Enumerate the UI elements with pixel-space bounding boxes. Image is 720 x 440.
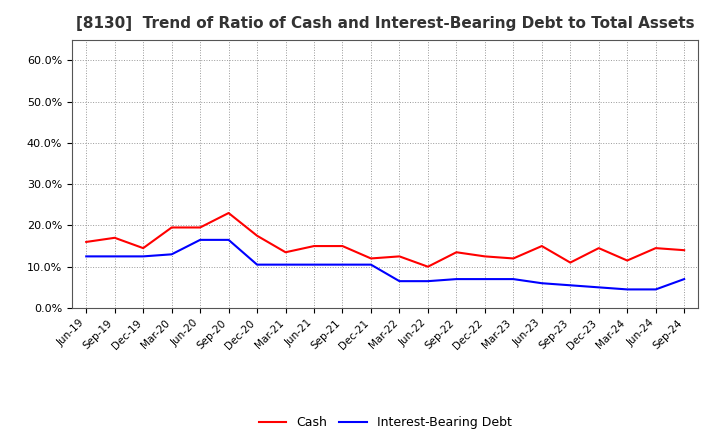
- Legend: Cash, Interest-Bearing Debt: Cash, Interest-Bearing Debt: [258, 416, 512, 429]
- Title: [8130]  Trend of Ratio of Cash and Interest-Bearing Debt to Total Assets: [8130] Trend of Ratio of Cash and Intere…: [76, 16, 695, 32]
- Cash: [82, 239, 91, 245]
- Cash: [566, 260, 575, 265]
- Line: Cash: Cash: [86, 213, 684, 267]
- Interest-Bearing Debt: [480, 276, 489, 282]
- Interest-Bearing Debt: [566, 282, 575, 288]
- Interest-Bearing Debt: [366, 262, 375, 267]
- Cash: [282, 249, 290, 255]
- Cash: [253, 233, 261, 238]
- Cash: [423, 264, 432, 269]
- Interest-Bearing Debt: [452, 276, 461, 282]
- Cash: [509, 256, 518, 261]
- Interest-Bearing Debt: [423, 279, 432, 284]
- Cash: [338, 243, 347, 249]
- Interest-Bearing Debt: [623, 287, 631, 292]
- Interest-Bearing Debt: [310, 262, 318, 267]
- Cash: [167, 225, 176, 230]
- Interest-Bearing Debt: [82, 254, 91, 259]
- Cash: [225, 210, 233, 216]
- Cash: [310, 243, 318, 249]
- Interest-Bearing Debt: [282, 262, 290, 267]
- Cash: [452, 249, 461, 255]
- Interest-Bearing Debt: [338, 262, 347, 267]
- Interest-Bearing Debt: [680, 276, 688, 282]
- Interest-Bearing Debt: [225, 237, 233, 242]
- Line: Interest-Bearing Debt: Interest-Bearing Debt: [86, 240, 684, 290]
- Interest-Bearing Debt: [595, 285, 603, 290]
- Cash: [652, 246, 660, 251]
- Interest-Bearing Debt: [509, 276, 518, 282]
- Cash: [196, 225, 204, 230]
- Interest-Bearing Debt: [253, 262, 261, 267]
- Interest-Bearing Debt: [110, 254, 119, 259]
- Interest-Bearing Debt: [196, 237, 204, 242]
- Cash: [366, 256, 375, 261]
- Cash: [680, 248, 688, 253]
- Interest-Bearing Debt: [652, 287, 660, 292]
- Cash: [537, 243, 546, 249]
- Cash: [395, 254, 404, 259]
- Interest-Bearing Debt: [537, 281, 546, 286]
- Interest-Bearing Debt: [139, 254, 148, 259]
- Cash: [595, 246, 603, 251]
- Cash: [110, 235, 119, 240]
- Interest-Bearing Debt: [395, 279, 404, 284]
- Cash: [139, 246, 148, 251]
- Cash: [623, 258, 631, 263]
- Cash: [480, 254, 489, 259]
- Interest-Bearing Debt: [167, 252, 176, 257]
